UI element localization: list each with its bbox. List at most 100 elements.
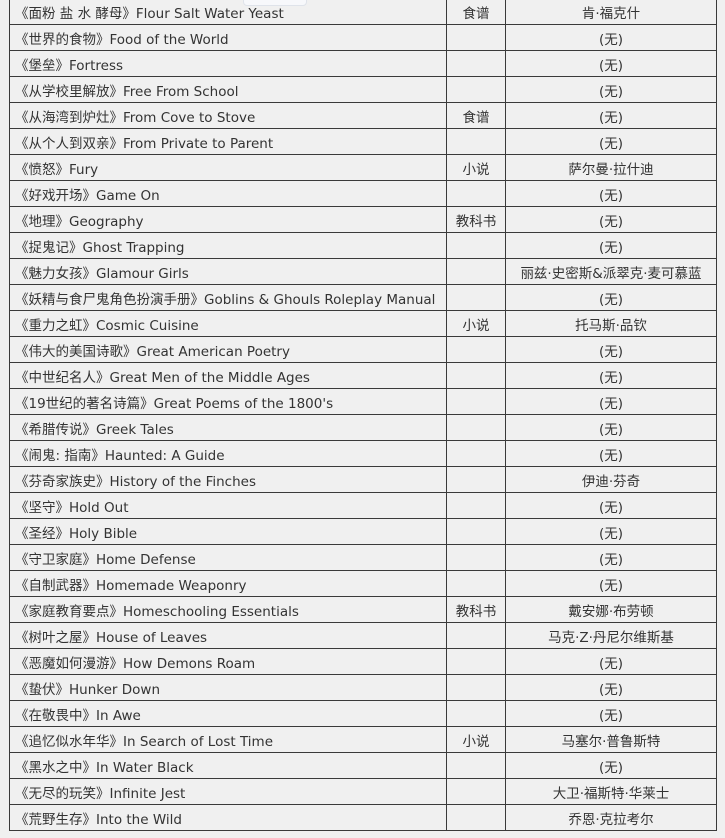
table-row: 《在敬畏中》In Awe (无): [9, 700, 717, 727]
book-title-cell: 《堡垒》Fortress: [9, 50, 447, 77]
book-author-cell: (无): [505, 50, 717, 77]
book-author-cell: (无): [505, 440, 717, 467]
book-type-cell: 食谱: [446, 0, 506, 25]
table-row: 《面粉 盐 水 酵母》Flour Salt Water Yeast 食谱 肯·福克什: [9, 0, 717, 25]
book-author-cell: (无): [505, 518, 717, 545]
table-row: 《坚守》Hold Out (无): [9, 492, 717, 519]
book-title-cell: 《捉鬼记》Ghost Trapping: [9, 232, 447, 259]
book-type-cell: [446, 700, 506, 727]
book-author-cell: 马克·Z·丹尼尔维斯基: [505, 622, 717, 649]
book-author-cell: (无): [505, 102, 717, 129]
book-type-cell: [446, 570, 506, 597]
book-author-cell: (无): [505, 128, 717, 155]
table-row: 《家庭教育要点》Homeschooling Essentials 教科书 戴安娜·布…: [9, 596, 717, 623]
book-type-cell: [446, 336, 506, 363]
book-title-cell: 《在敬畏中》In Awe: [9, 700, 447, 727]
table-row: 《伟大的美国诗歌》Great American Poetry (无): [9, 336, 717, 363]
book-author-cell: (无): [505, 336, 717, 363]
book-type-cell: [446, 258, 506, 285]
table-row: 《捉鬼记》Ghost Trapping (无): [9, 232, 717, 259]
book-author-cell: 萨尔曼·拉什迪: [505, 154, 717, 181]
book-title-cell: 《守卫家庭》Home Defense: [9, 544, 447, 571]
table-row: 《堡垒》Fortress (无): [9, 50, 717, 77]
book-type-cell: 小说: [446, 726, 506, 753]
table-row: 《中世纪名人》Great Men of the Middle Ages (无): [9, 362, 717, 389]
book-type-cell: [446, 492, 506, 519]
book-type-cell: [446, 752, 506, 779]
table-row: 《好戏开场》Game On (无): [9, 180, 717, 207]
book-title-cell: 《追忆似水年华》In Search of Lost Time: [9, 726, 447, 753]
book-title-cell: 《世界的食物》Food of the World: [9, 24, 447, 51]
book-author-cell: (无): [505, 544, 717, 571]
table-row: 《无尽的玩笑》Infinite Jest 大卫·福斯特·华莱士: [9, 778, 717, 805]
book-title-cell: 《无尽的玩笑》Infinite Jest: [9, 778, 447, 805]
book-author-cell: (无): [505, 388, 717, 415]
book-title-cell: 《中世纪名人》Great Men of the Middle Ages: [9, 362, 447, 389]
book-type-cell: [446, 180, 506, 207]
table-row: 《荒野生存》Into the Wild 乔恩·克拉考尔: [9, 804, 717, 831]
book-title-cell: 《圣经》Holy Bible: [9, 518, 447, 545]
book-type-cell: 小说: [446, 310, 506, 337]
book-type-cell: [446, 232, 506, 259]
book-author-cell: (无): [505, 232, 717, 259]
book-title-cell: 《妖精与食尸鬼角色扮演手册》Goblins & Ghouls Roleplay …: [9, 284, 447, 311]
book-author-cell: (无): [505, 648, 717, 675]
book-type-cell: [446, 804, 506, 831]
table-row: 《妖精与食尸鬼角色扮演手册》Goblins & Ghouls Roleplay …: [9, 284, 717, 311]
book-author-cell: (无): [505, 700, 717, 727]
book-author-cell: 乔恩·克拉考尔: [505, 804, 717, 831]
table-row: 《地理》Geography 教科书 (无): [9, 206, 717, 233]
book-type-cell: [446, 648, 506, 675]
book-type-cell: 食谱: [446, 102, 506, 129]
book-type-cell: [446, 466, 506, 493]
book-title-cell: 《重力之虹》Cosmic Cuisine: [9, 310, 447, 337]
book-type-cell: [446, 622, 506, 649]
book-title-cell: 《坚守》Hold Out: [9, 492, 447, 519]
table-row: 《树叶之屋》House of Leaves 马克·Z·丹尼尔维斯基: [9, 622, 717, 649]
book-type-cell: [446, 50, 506, 77]
book-author-cell: (无): [505, 362, 717, 389]
table-row: 《追忆似水年华》In Search of Lost Time 小说 马塞尔·普鲁斯特: [9, 726, 717, 753]
book-type-cell: [446, 544, 506, 571]
book-type-cell: [446, 674, 506, 701]
book-title-cell: 《芬奇家族史》History of the Finches: [9, 466, 447, 493]
book-type-cell: [446, 128, 506, 155]
book-author-cell: 大卫·福斯特·华莱士: [505, 778, 717, 805]
book-author-cell: 托马斯·品钦: [505, 310, 717, 337]
book-title-cell: 《面粉 盐 水 酵母》Flour Salt Water Yeast: [9, 0, 447, 25]
table-row: 《从学校里解放》Free From School (无): [9, 76, 717, 103]
table-row: 《从海湾到炉灶》From Cove to Stove 食谱 (无): [9, 102, 717, 129]
table-row: 《恶魔如何漫游》How Demons Roam (无): [9, 648, 717, 675]
book-title-cell: 《荒野生存》Into the Wild: [9, 804, 447, 831]
table-row: 《愤怒》Fury 小说 萨尔曼·拉什迪: [9, 154, 717, 181]
book-type-cell: [446, 414, 506, 441]
table-row: 《世界的食物》Food of the World (无): [9, 24, 717, 51]
book-author-cell: (无): [505, 414, 717, 441]
book-type-cell: [446, 440, 506, 467]
book-title-cell: 《19世纪的著名诗篇》Great Poems of the 1800's: [9, 388, 447, 415]
book-title-cell: 《家庭教育要点》Homeschooling Essentials: [9, 596, 447, 623]
table-row: 《蛰伏》Hunker Down (无): [9, 674, 717, 701]
book-type-cell: [446, 362, 506, 389]
book-title-cell: 《自制武器》Homemade Weaponry: [9, 570, 447, 597]
book-title-cell: 《魅力女孩》Glamour Girls: [9, 258, 447, 285]
book-author-cell: (无): [505, 570, 717, 597]
book-author-cell: (无): [505, 284, 717, 311]
book-type-cell: 教科书: [446, 206, 506, 233]
book-author-cell: (无): [505, 76, 717, 103]
table-row: 《圣经》Holy Bible (无): [9, 518, 717, 545]
book-type-cell: 小说: [446, 154, 506, 181]
book-author-cell: (无): [505, 24, 717, 51]
book-title-cell: 《闹鬼: 指南》Haunted: A Guide: [9, 440, 447, 467]
book-title-cell: 《伟大的美国诗歌》Great American Poetry: [9, 336, 447, 363]
book-title-cell: 《恶魔如何漫游》How Demons Roam: [9, 648, 447, 675]
book-title-cell: 《从学校里解放》Free From School: [9, 76, 447, 103]
book-type-cell: [446, 284, 506, 311]
book-title-cell: 《愤怒》Fury: [9, 154, 447, 181]
books-table: 《面粉 盐 水 酵母》Flour Salt Water Yeast 食谱 肯·福克什…: [9, 0, 717, 831]
book-type-cell: [446, 778, 506, 805]
table-row: 《黑水之中》In Water Black (无): [9, 752, 717, 779]
table-row: 《闹鬼: 指南》Haunted: A Guide (无): [9, 440, 717, 467]
book-type-cell: [446, 388, 506, 415]
book-title-cell: 《黑水之中》In Water Black: [9, 752, 447, 779]
